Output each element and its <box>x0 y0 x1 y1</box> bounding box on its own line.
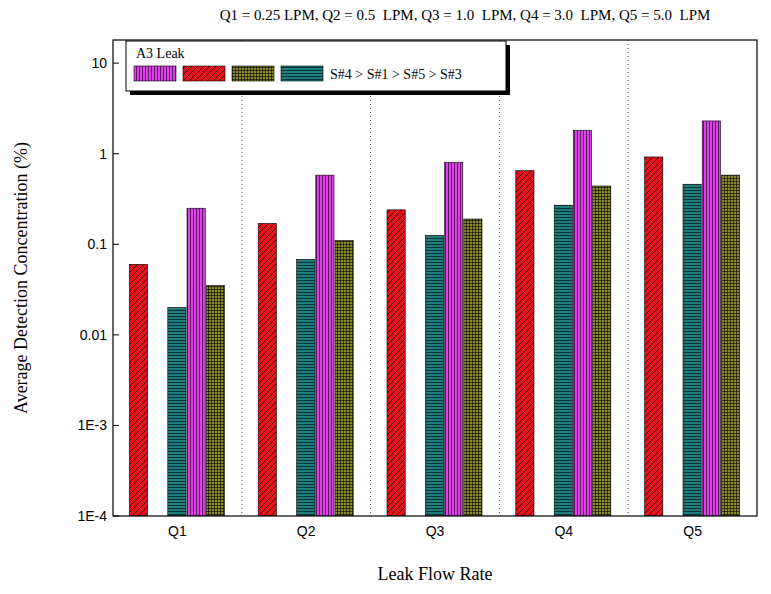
x-axis-title: Leak Flow Rate <box>378 564 493 584</box>
x-tick-label: Q4 <box>554 523 573 539</box>
bar <box>425 235 443 516</box>
bar <box>516 171 534 516</box>
legend-title: A3 Leak <box>136 46 185 61</box>
bar <box>593 186 611 516</box>
bar <box>573 131 591 516</box>
chart: Q1 = 0.25 LPM, Q2 = 0.5 LPM, Q3 = 1.0 LP… <box>0 0 771 594</box>
bar <box>683 184 701 516</box>
bar <box>721 175 739 516</box>
group-separator <box>370 40 371 516</box>
y-tick-label: 10 <box>91 55 107 71</box>
bar <box>297 259 315 516</box>
title: Q1 = 0.25 LPM, Q2 = 0.5 LPM, Q3 = 1.0 LP… <box>220 7 711 23</box>
bar <box>387 210 405 516</box>
bar <box>168 308 186 516</box>
bar <box>554 205 572 516</box>
legend-swatch <box>183 66 225 81</box>
bar <box>316 175 334 516</box>
group-separator <box>628 40 629 516</box>
x-tick-label: Q1 <box>168 523 187 539</box>
y-tick-label: 1E-3 <box>77 417 107 433</box>
legend-swatch <box>281 66 323 81</box>
bar <box>187 208 205 516</box>
bars <box>129 121 739 516</box>
bar <box>206 286 224 516</box>
bar <box>335 241 353 516</box>
legend-swatch <box>232 66 274 81</box>
bar <box>258 223 276 516</box>
plot-frame <box>113 40 757 516</box>
x-tick-label: Q2 <box>297 523 316 539</box>
bar <box>445 162 463 516</box>
bar <box>645 157 663 516</box>
y-tick <box>113 334 119 335</box>
y-tick-label: 1 <box>99 146 107 162</box>
legend-text: S#4 > S#1 > S#5 > S#3 <box>330 67 462 82</box>
y-tick-label: 1E-4 <box>77 508 107 524</box>
y-tick-label: 0.01 <box>80 327 107 343</box>
group-separator <box>499 40 500 516</box>
y-tick <box>113 425 119 426</box>
y-axis-title: Average Detection Concentration (%) <box>11 142 32 414</box>
x-tick-label: Q3 <box>426 523 445 539</box>
x-tick-label: Q5 <box>683 523 702 539</box>
group-separator <box>241 40 242 516</box>
bar <box>129 264 147 516</box>
y-tick <box>113 63 119 64</box>
legend-swatch <box>134 66 176 81</box>
y-tick <box>113 516 119 517</box>
y-tick <box>113 244 119 245</box>
y-tick-label: 0.1 <box>88 236 108 252</box>
y-tick <box>113 153 119 154</box>
legend-box <box>126 41 506 91</box>
bar <box>464 219 482 516</box>
bar <box>702 121 720 516</box>
